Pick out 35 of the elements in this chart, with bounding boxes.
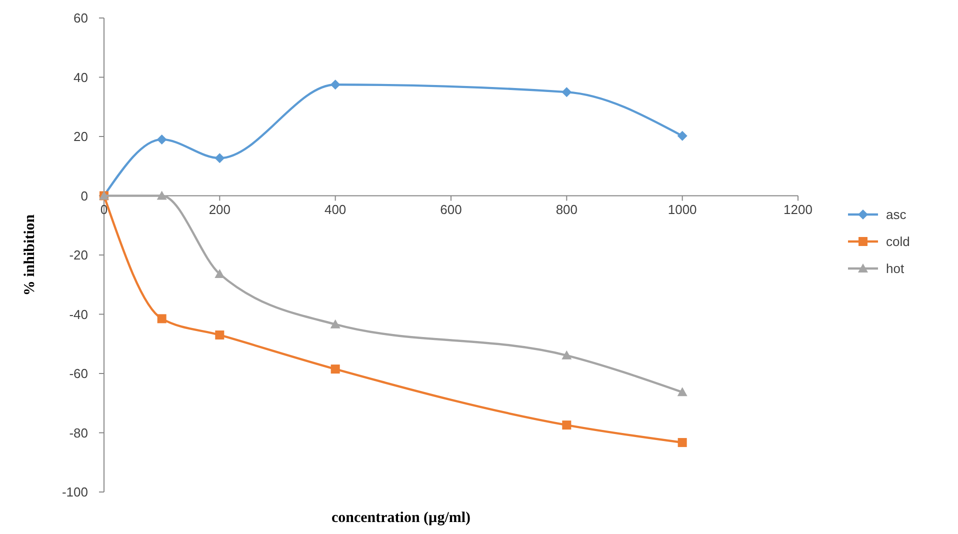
x-tick-label: 600 (440, 202, 462, 218)
point (677, 130, 688, 141)
x-tick-label: 1000 (668, 202, 697, 218)
x-tick-label: 1200 (784, 202, 812, 218)
y-axis-title: % inhibition (22, 214, 38, 296)
point (562, 350, 572, 360)
point (156, 134, 167, 144)
y-tick-label: 60 (74, 10, 88, 26)
y-tick-label: -80 (69, 425, 88, 440)
point (215, 330, 224, 340)
y-tick-label: -60 (69, 366, 88, 382)
x-tick-label: 800 (556, 202, 578, 218)
y-tick-label: 20 (74, 129, 88, 144)
point (330, 319, 340, 328)
point (156, 190, 167, 200)
legend-label: asc (886, 207, 907, 222)
legend-label: cold (886, 234, 910, 250)
point (214, 153, 225, 164)
point (562, 420, 572, 430)
point (214, 268, 225, 278)
y-tick-label: -100 (62, 484, 88, 500)
x-axis-title: concentration (µg/ml) (331, 510, 471, 526)
y-tick-label: -20 (69, 248, 88, 263)
y-tick-label: 40 (74, 70, 88, 85)
x-tick-label: 200 (208, 202, 231, 218)
legend-label: hot (886, 261, 904, 276)
point (677, 387, 688, 396)
point (330, 80, 340, 90)
point (562, 87, 572, 98)
point (157, 314, 166, 324)
point (678, 438, 687, 448)
point (330, 364, 340, 374)
y-tick-label: -40 (69, 306, 88, 322)
y-tick-label: 0 (80, 188, 88, 204)
x-tick-label: 400 (324, 202, 346, 218)
